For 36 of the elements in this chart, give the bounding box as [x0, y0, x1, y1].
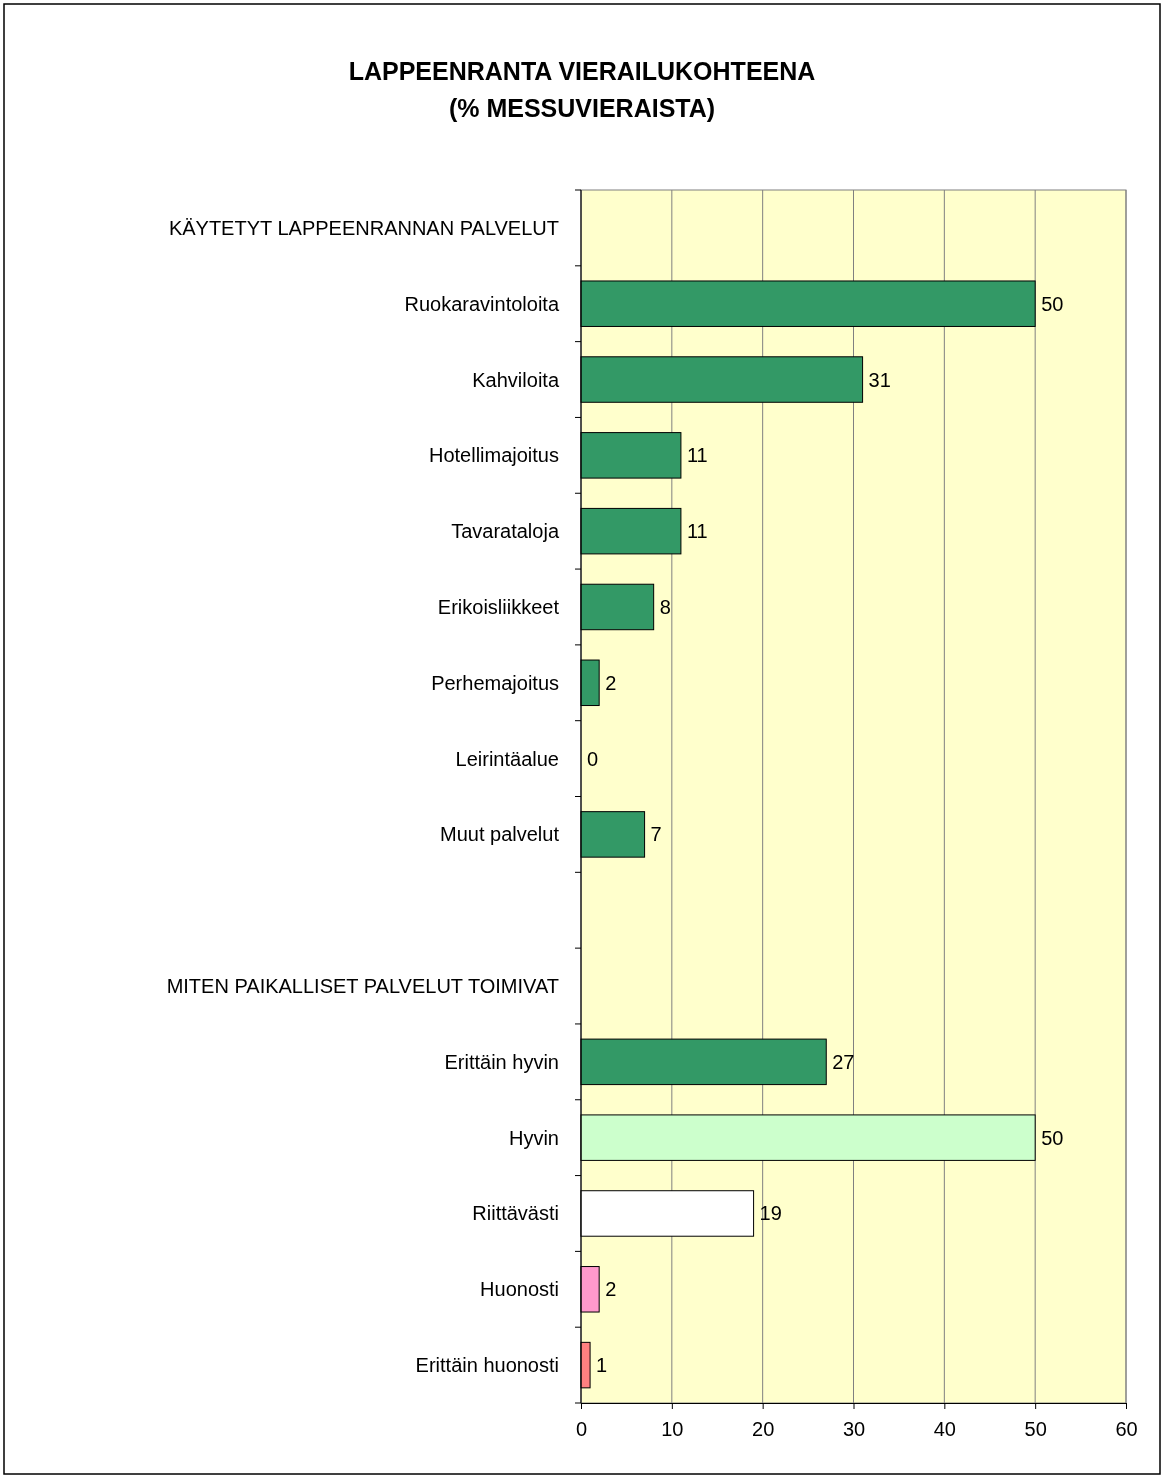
y-tick-label: Erittäin huonosti: [415, 1354, 559, 1377]
data-label: 8: [659, 595, 671, 618]
data-label: 2: [605, 671, 617, 694]
y-tick-label: Riittävästi: [472, 1202, 559, 1225]
y-tick-label: Erikoisliikkeet: [437, 595, 560, 618]
data-label: 27: [832, 1050, 855, 1073]
y-tick-label: Ruokaravintoloita: [404, 292, 560, 315]
data-label: 50: [1041, 292, 1064, 315]
x-tick-label: 10: [661, 1418, 684, 1440]
x-tick-label: 60: [1115, 1418, 1138, 1440]
x-tick-label: 50: [1024, 1418, 1047, 1440]
data-label: 2: [605, 1278, 617, 1301]
x-tick-label: 40: [933, 1418, 956, 1440]
y-tick-label: KÄYTETYT LAPPEENRANNAN PALVELUT: [168, 216, 559, 239]
y-tick-label: Leirintäalue: [455, 747, 559, 770]
data-label: 1: [596, 1354, 608, 1377]
data-label: 0: [587, 747, 599, 770]
y-tick-label: Muut palvelut: [440, 823, 560, 846]
y-tick-label: MITEN PAIKALLISET PALVELUT TOIMIVAT: [166, 975, 559, 998]
data-label: 11: [686, 520, 708, 543]
data-label: 19: [759, 1202, 782, 1225]
data-label: 50: [1041, 1126, 1064, 1149]
x-tick-label: 0: [575, 1418, 588, 1440]
chart-title: LAPPEENRANTA VIERAILUKOHTEENA (% MESSUVIERAISTA): [348, 57, 816, 122]
y-tick-label: Huonosti: [480, 1278, 559, 1301]
y-tick-label: Perhemajoitus: [431, 671, 559, 694]
data-label: 31: [868, 368, 891, 391]
y-tick-label: Hyvin: [508, 1126, 559, 1149]
y-tick-label: Erittäin hyvin: [444, 1050, 559, 1073]
x-tick-label: 30: [842, 1418, 866, 1440]
data-label: 11: [686, 444, 708, 467]
data-label: 7: [650, 823, 662, 846]
y-tick-label: Tavarataloja: [451, 520, 560, 543]
x-tick-label: 20: [752, 1418, 775, 1440]
y-tick-label: Kahviloita: [472, 368, 560, 391]
y-tick-label: Hotellimajoitus: [428, 444, 559, 467]
